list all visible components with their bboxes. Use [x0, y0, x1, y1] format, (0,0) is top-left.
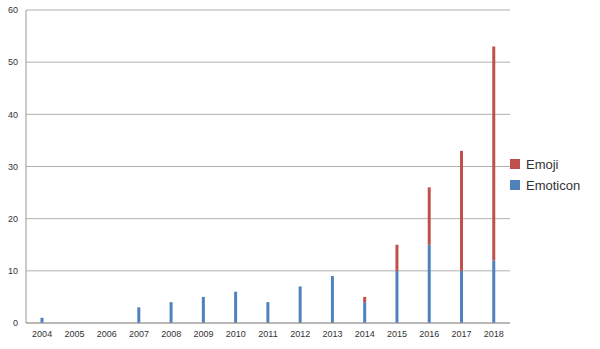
svg-text:2009: 2009: [193, 329, 213, 339]
svg-text:2006: 2006: [97, 329, 117, 339]
svg-text:2012: 2012: [290, 329, 310, 339]
svg-text:40: 40: [8, 110, 18, 120]
svg-text:2016: 2016: [419, 329, 439, 339]
svg-text:30: 30: [8, 162, 18, 172]
svg-text:50: 50: [8, 57, 18, 67]
svg-text:2018: 2018: [484, 329, 504, 339]
svg-text:2004: 2004: [32, 329, 52, 339]
svg-text:2017: 2017: [452, 329, 472, 339]
svg-text:2013: 2013: [323, 329, 343, 339]
svg-text:2014: 2014: [355, 329, 375, 339]
svg-text:2005: 2005: [64, 329, 84, 339]
svg-text:20: 20: [8, 214, 18, 224]
svg-text:0: 0: [13, 318, 18, 328]
html-text:Emoji: Emoji: [526, 156, 559, 172]
svg-text:2007: 2007: [129, 329, 149, 339]
svg-text:2011: 2011: [258, 329, 277, 339]
html-text:Emoticon: Emoticon: [526, 177, 581, 193]
svg-text:2010: 2010: [226, 329, 246, 339]
svg-text:2008: 2008: [161, 329, 181, 339]
svg-text:10: 10: [8, 266, 18, 276]
svg-text:60: 60: [8, 5, 18, 15]
svg-text:2015: 2015: [387, 329, 407, 339]
